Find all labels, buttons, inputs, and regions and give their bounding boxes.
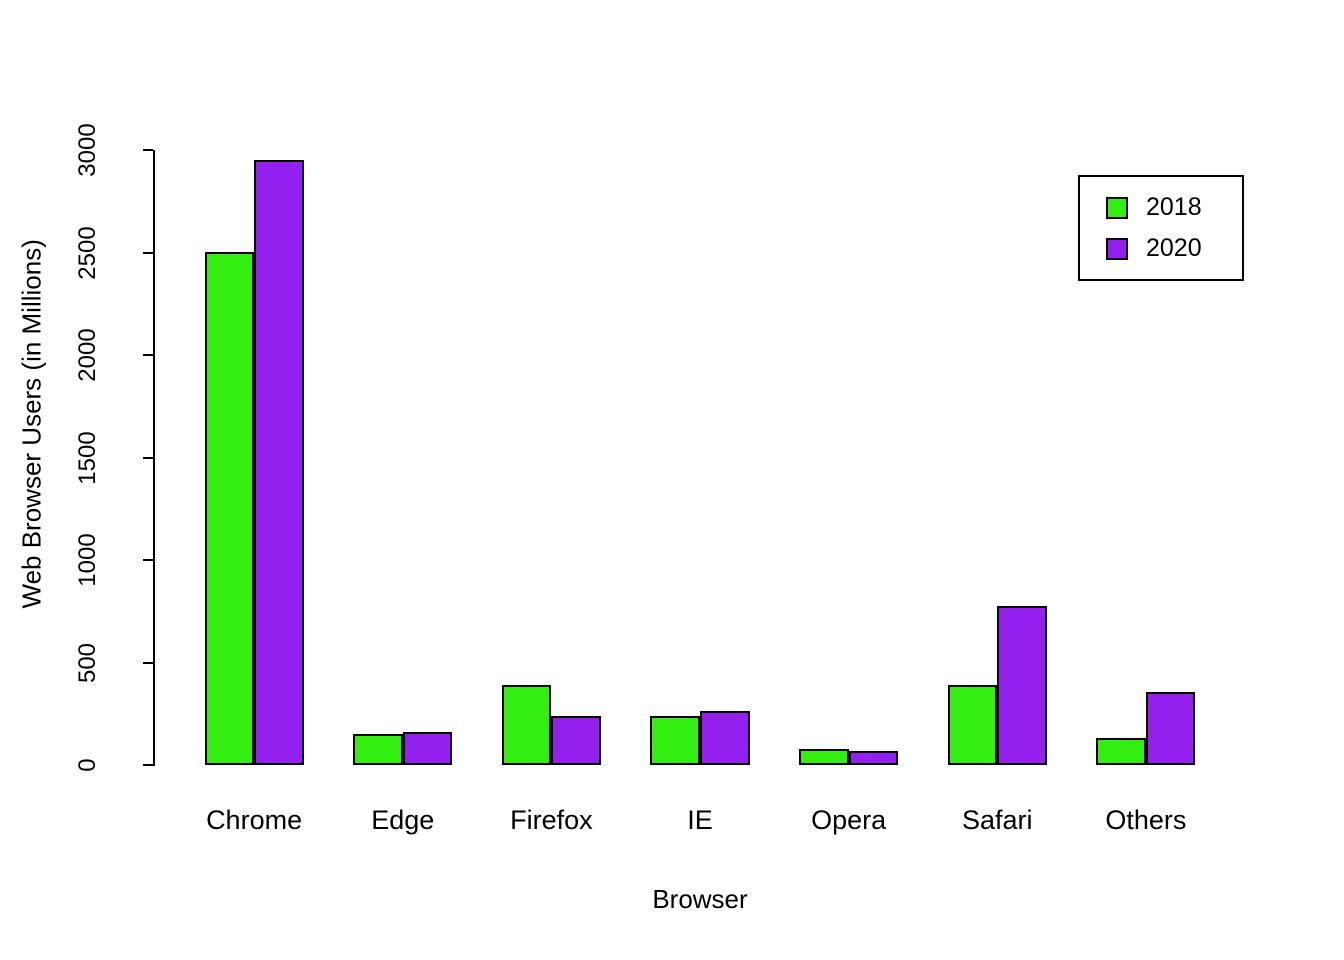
x-category-label-firefox: Firefox [510, 805, 593, 835]
bar-opera-2018 [799, 749, 849, 765]
legend-label-2018: 2018 [1146, 193, 1202, 221]
y-axis-line [153, 150, 155, 766]
bar-others-2018 [1096, 738, 1146, 765]
bar-firefox-2020 [551, 716, 601, 765]
plot-area [155, 150, 1245, 765]
legend-label-2020: 2020 [1146, 234, 1202, 262]
bar-opera-2020 [848, 751, 899, 765]
y-tick-label-1000: 1000 [74, 533, 101, 587]
bar-safari-2018 [947, 685, 998, 765]
x-category-label-others: Others [1105, 805, 1187, 835]
y-axis-title: Web Browser Users (in Millions) [16, 239, 47, 609]
bar-ie-2020 [700, 711, 750, 765]
y-tick-1500 [143, 456, 153, 459]
y-tick-label-2500: 2500 [74, 225, 101, 280]
y-tick-2500 [143, 251, 153, 254]
y-tick-2000 [143, 354, 153, 356]
y-tick-1000 [143, 559, 153, 561]
legend-swatch-2020 [1106, 237, 1128, 260]
y-tick-500 [143, 661, 153, 664]
bar-others-2020 [1145, 692, 1196, 765]
bar-ie-2018 [650, 716, 700, 765]
x-category-label-chrome: Chrome [206, 805, 303, 835]
bar-chrome-2018 [204, 252, 255, 765]
x-category-label-ie: IE [687, 805, 713, 835]
y-tick-label-1500: 1500 [74, 430, 101, 485]
legend-item-2020: 2020 [1106, 234, 1242, 263]
legend: 2018 2020 [1078, 175, 1244, 281]
x-axis-title: Browser [652, 884, 748, 914]
legend-swatch-2018 [1106, 196, 1128, 219]
y-tick-3000 [143, 149, 153, 151]
bar-chrome-2020 [254, 160, 304, 765]
y-tick-label-3000: 3000 [74, 123, 101, 177]
y-tick-label-2000: 2000 [74, 328, 101, 382]
x-category-label-edge: Edge [371, 805, 435, 835]
bar-safari-2020 [997, 606, 1047, 765]
x-category-label-safari: Safari [961, 805, 1033, 835]
y-tick-0 [143, 764, 153, 766]
y-tick-label-500: 500 [74, 642, 101, 683]
x-category-label-opera: Opera [811, 805, 887, 835]
bar-firefox-2018 [501, 685, 552, 765]
legend-item-2018: 2018 [1106, 193, 1242, 222]
y-tick-label-0: 0 [74, 758, 101, 772]
bar-edge-2020 [402, 732, 453, 765]
bar-edge-2018 [353, 734, 403, 765]
